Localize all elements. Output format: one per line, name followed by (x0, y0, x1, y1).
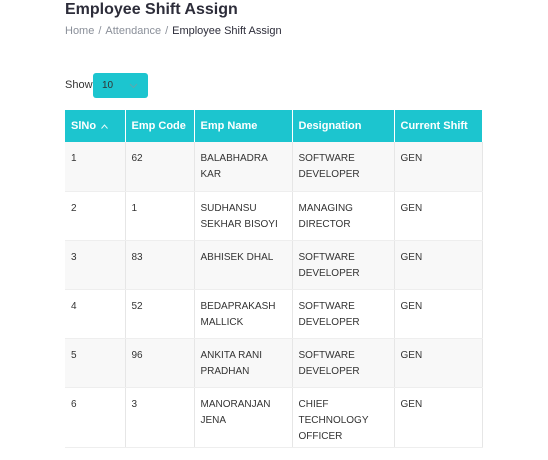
table-row: 1 62 BALABHADRA KAR SOFTWARE DEVELOPER GEN (65, 142, 483, 192)
table-body: 1 62 BALABHADRA KAR SOFTWARE DEVELOPER GEN 2 1… (65, 142, 483, 448)
table-cell: SOFTWARE DEVELOPER (292, 142, 395, 192)
shift-table: SlNo Emp Code Emp Name Designation Current S… (65, 110, 483, 448)
table-cell: CHIEF TECHNOLOGY OFFICER (292, 387, 395, 448)
table-cell: GEN (394, 338, 483, 388)
table-header: SlNo Emp Code Emp Name Designation Current S… (65, 110, 483, 142)
breadcrumb-item[interactable]: Attendance (105, 25, 162, 37)
table-cell: SUDHANSU SEKHAR BISOYI (194, 191, 293, 241)
column-title: Designation (298, 120, 362, 132)
length-select[interactable]: 10 (93, 73, 148, 98)
table-cell: 3 (125, 387, 195, 448)
table-cell: 5 (65, 338, 126, 388)
table-row: 2 1 SUDHANSU SEKHAR BISOYI MANAGING DIRECTO… (65, 191, 483, 241)
table-cell: SOFTWARE DEVELOPER (292, 338, 395, 388)
breadcrumb-separator: / (165, 25, 169, 37)
table-cell: ANKITA RANI PRADHAN (194, 338, 293, 388)
table-cell: 62 (125, 142, 195, 192)
breadcrumb-item[interactable]: Home (65, 25, 95, 37)
table-cell: ABHISEK DHAL (194, 240, 293, 290)
breadcrumb-separator: / (98, 25, 102, 37)
sort-arrow (101, 123, 108, 129)
table-cell: 6 (65, 387, 126, 448)
table-cell: 83 (125, 240, 195, 290)
table-cell: MANAGING DIRECTOR (292, 191, 395, 241)
table-cell: GEN (394, 240, 483, 290)
column-header[interactable]: SlNo (65, 110, 126, 142)
sort-icon (101, 123, 108, 129)
column-header[interactable]: Designation (292, 110, 395, 142)
table-cell: 1 (65, 142, 126, 192)
table-cell: BEDAPRAKASH MALLICK (194, 289, 293, 339)
column-header[interactable]: Emp Code (125, 110, 195, 142)
table-cell: SOFTWARE DEVELOPER (292, 240, 395, 290)
table-cell: SOFTWARE DEVELOPER (292, 289, 395, 339)
table-cell: 3 (65, 240, 126, 290)
table-row: 4 52 BEDAPRAKASH MALLICK SOFTWARE DEVELOPER… (65, 289, 483, 339)
table-cell: GEN (394, 191, 483, 241)
column-title: SlNo (71, 120, 97, 132)
table-row: 3 83 ABHISEK DHAL SOFTWARE DEVELOPER GEN (65, 240, 483, 290)
table-row: 5 96 ANKITA RANI PRADHAN SOFTWARE DEVELOPER… (65, 338, 483, 388)
chevron-icon (129, 83, 138, 89)
table-cell: GEN (394, 142, 483, 192)
column-title: Current Shift (400, 120, 468, 132)
column-header[interactable]: Current Shift (394, 110, 483, 142)
table-cell: 52 (125, 289, 195, 339)
column-title: Emp Code (131, 120, 186, 132)
table-cell: 1 (125, 191, 195, 241)
column-title: Emp Name (200, 120, 258, 132)
table-cell: 4 (65, 289, 126, 339)
table-cell: GEN (394, 387, 483, 448)
table-cell: 2 (65, 191, 126, 241)
table-cell: 96 (125, 338, 195, 388)
column-header[interactable]: Emp Name (194, 110, 293, 142)
breadcrumb-item: Employee Shift Assign (172, 25, 282, 37)
table-row: 6 3 MANORANJAN JENA CHIEF TECHNOLOGY OFFICE… (65, 387, 483, 448)
table-cell: BALABHADRA KAR (194, 142, 293, 192)
table-cell: GEN (394, 289, 483, 339)
length-value: 10 (102, 80, 114, 91)
length-label: Show (65, 79, 93, 91)
page-title: Employee Shift Assign (65, 1, 238, 18)
breadcrumb: Home / Attendance / Employee Shift Assign (65, 25, 286, 37)
table-cell: MANORANJAN JENA (194, 387, 293, 448)
